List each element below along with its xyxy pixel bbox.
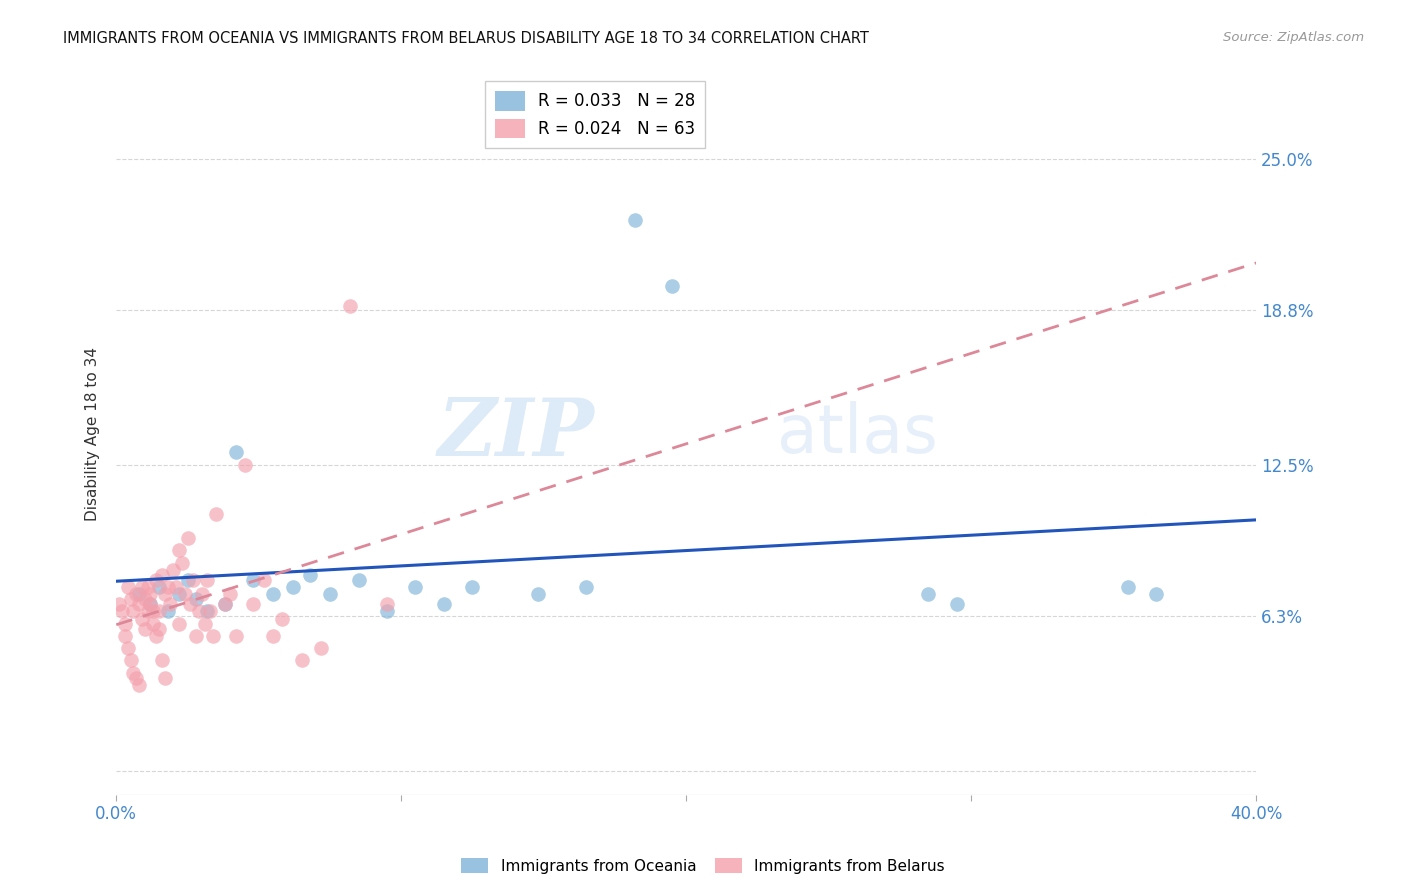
Point [159,597,181,611]
Point [347,573,370,587]
Point [375,605,398,619]
Text: IMMIGRANTS FROM OCEANIA VS IMMIGRANTS FROM BELARUS DISABILITY AGE 18 TO 34 CORRE: IMMIGRANTS FROM OCEANIA VS IMMIGRANTS FR… [63,31,869,46]
Point [527,587,550,601]
Point [167,543,190,558]
Point [120,592,142,607]
Point [253,573,276,587]
Point [405,580,427,594]
Point [125,671,148,685]
Point [145,629,167,643]
Point [575,580,598,594]
Point [202,629,225,643]
Point [131,612,153,626]
Point [214,597,236,611]
Point [167,587,190,601]
Point [197,573,219,587]
Point [156,605,179,619]
Point [290,653,312,667]
Point [114,629,136,643]
Point [111,605,134,619]
Point [242,597,264,611]
Point [114,616,136,631]
Point [242,573,264,587]
Point [142,616,165,631]
Point [108,597,131,611]
Point [170,556,193,570]
Point [375,597,398,611]
Point [225,629,247,643]
Point [262,587,284,601]
Point [136,605,159,619]
Text: ZIP: ZIP [439,395,595,473]
Point [128,678,150,692]
Point [122,665,145,680]
Point [128,587,150,601]
Point [433,597,456,611]
Point [139,587,162,601]
Point [148,605,170,619]
Legend: R = 0.033   N = 28, R = 0.024   N = 63: R = 0.033 N = 28, R = 0.024 N = 63 [485,81,706,148]
Point [165,580,187,594]
Point [1146,587,1168,601]
Point [262,629,284,643]
Point [125,587,148,601]
Point [319,587,342,601]
Point [225,445,247,459]
Point [917,587,939,601]
Point [139,597,162,611]
Point [120,653,142,667]
Point [145,573,167,587]
Point [184,592,207,607]
Point [139,597,162,611]
Point [148,622,170,636]
Point [128,597,150,611]
Point [191,587,214,601]
Point [661,279,683,293]
Point [1116,580,1139,594]
Point [946,597,969,611]
Point [205,507,228,521]
Point [339,299,361,313]
Point [117,580,139,594]
Point [173,587,195,601]
Point [153,587,176,601]
Point [461,580,484,594]
Point [176,573,198,587]
Point [197,605,219,619]
Point [184,629,207,643]
Point [153,671,176,685]
Y-axis label: Disability Age 18 to 34: Disability Age 18 to 34 [86,347,100,521]
Point [200,605,222,619]
Point [187,605,209,619]
Legend: Immigrants from Oceania, Immigrants from Belarus: Immigrants from Oceania, Immigrants from… [456,852,950,880]
Point [162,563,184,577]
Point [270,612,292,626]
Point [214,597,236,611]
Point [131,580,153,594]
Point [194,616,217,631]
Point [219,587,242,601]
Point [122,605,145,619]
Point [233,458,256,472]
Point [142,605,165,619]
Point [181,573,204,587]
Point [167,616,190,631]
Point [311,641,333,656]
Point [134,592,156,607]
Point [150,567,173,582]
Point [281,580,304,594]
Point [150,653,173,667]
Text: atlas: atlas [778,401,938,467]
Point [148,580,170,594]
Point [136,580,159,594]
Text: Source: ZipAtlas.com: Source: ZipAtlas.com [1223,31,1364,45]
Point [117,641,139,656]
Point [179,597,201,611]
Point [134,622,156,636]
Point [624,212,647,227]
Point [176,531,198,545]
Point [299,567,322,582]
Point [156,580,179,594]
